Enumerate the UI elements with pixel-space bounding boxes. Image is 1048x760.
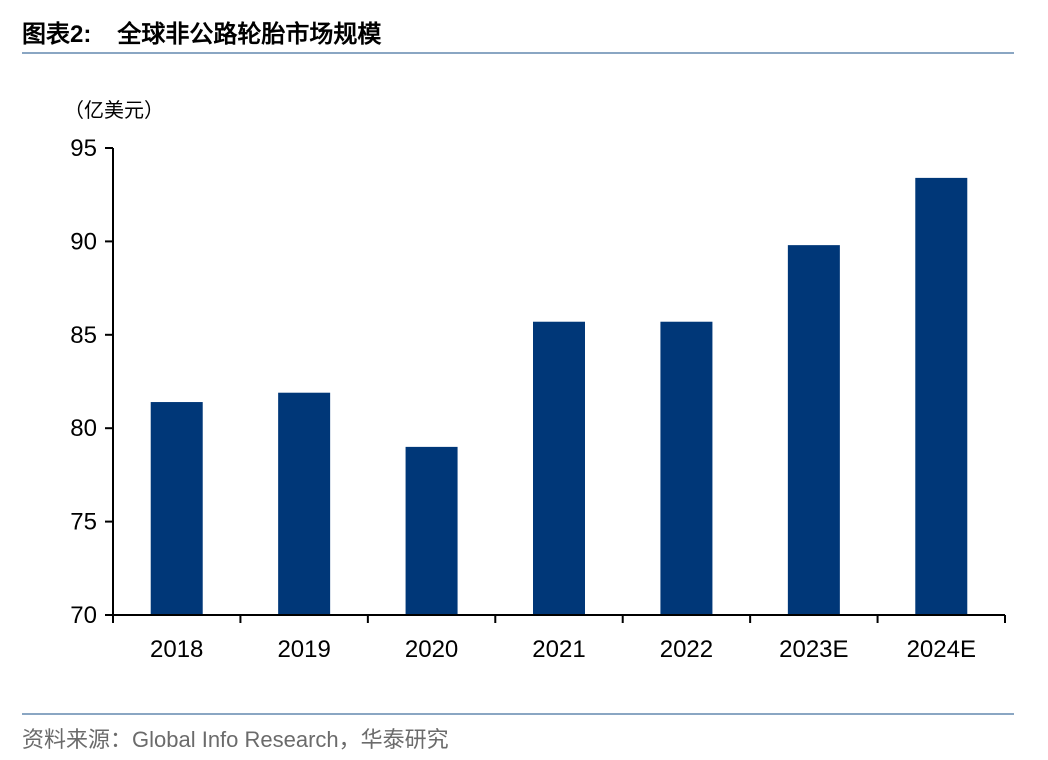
y-axis-unit-label: （亿美元） — [64, 98, 164, 122]
y-tick-label: 70 — [70, 602, 97, 629]
y-tick-label: 75 — [70, 509, 97, 536]
y-tick-label: 90 — [70, 228, 97, 255]
figure-label: 图表 — [22, 19, 70, 48]
figure-title: 图表2: 全球非公路轮胎市场规模 — [22, 14, 381, 49]
x-tick-label: 2019 — [277, 636, 330, 663]
bar-2021 — [533, 321, 585, 615]
x-tick-label: 2023E — [779, 636, 848, 663]
y-tick-label: 95 — [70, 135, 97, 162]
x-tick-label: 2020 — [405, 636, 458, 663]
top-divider — [22, 52, 1014, 54]
x-tick-label: 2018 — [150, 636, 203, 663]
bar-2022 — [660, 321, 713, 615]
bar-2019 — [278, 392, 331, 615]
chart-title: 全球非公路轮胎市场规模 — [117, 19, 382, 48]
figure-number: 2: — [70, 21, 92, 48]
source-note: 资料来源：Global Info Research，华泰研究 — [22, 727, 449, 752]
x-tick-label: 2024E — [907, 636, 976, 663]
bar-2020 — [405, 446, 458, 615]
y-tick-label: 85 — [70, 322, 97, 349]
bar-2023E — [787, 245, 840, 616]
bar-2018 — [150, 402, 203, 615]
x-tick-label: 2021 — [532, 636, 585, 663]
bottom-divider — [22, 713, 1014, 715]
y-tick-label: 80 — [70, 415, 97, 442]
x-tick-label: 2022 — [660, 636, 713, 663]
bar-2024E — [915, 177, 968, 615]
